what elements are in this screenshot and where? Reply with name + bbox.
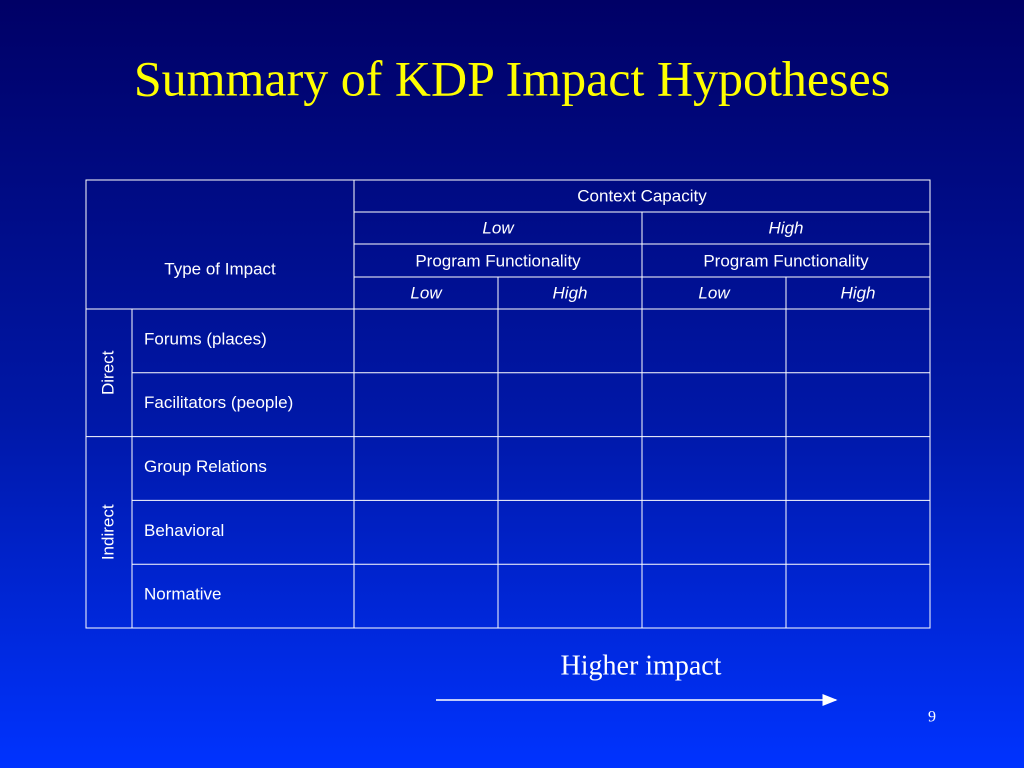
- level-header: High: [553, 283, 588, 302]
- annotation: Higher impact: [561, 650, 722, 681]
- row-label: Forums (places): [144, 329, 267, 348]
- table-border: [85, 179, 931, 629]
- group-label: Direct: [98, 350, 117, 395]
- level-header: Low: [410, 283, 443, 302]
- capacity-header: High: [769, 218, 804, 237]
- level-header: Low: [698, 283, 731, 302]
- context-header: Context Capacity: [577, 186, 707, 205]
- table: Type of Impact Context Capacity Low High Pro…: [85, 179, 931, 629]
- level-header: High: [841, 283, 876, 302]
- functionality-header: Program Functionality: [703, 251, 869, 270]
- group-label: Indirect: [98, 504, 117, 560]
- capacity-header: Low: [482, 218, 515, 237]
- row-label: Group Relations: [144, 457, 267, 476]
- row-label: Normative: [144, 585, 221, 604]
- slide-title: Summary of KDP Impact Hypotheses: [134, 50, 890, 106]
- row-label: Facilitators (people): [144, 393, 293, 412]
- row-label: Behavioral: [144, 521, 224, 540]
- functionality-header: Program Functionality: [415, 251, 581, 270]
- page-number: 9: [928, 709, 936, 726]
- corner-header: Type of Impact: [164, 259, 276, 278]
